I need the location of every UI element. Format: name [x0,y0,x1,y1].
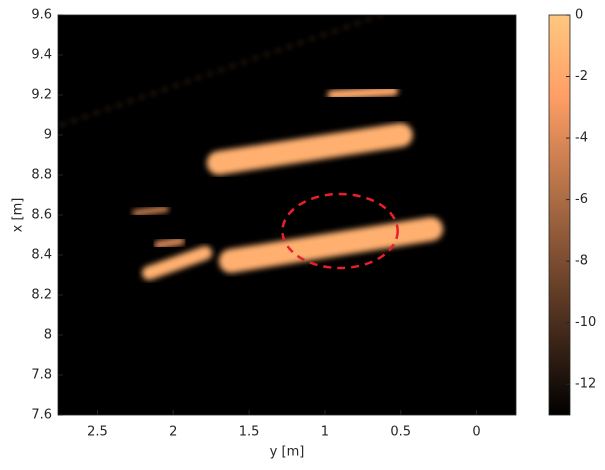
plot-area [58,15,516,415]
colorbar-tick-label: -10 [575,315,596,330]
y-tick-label: 9.6 [31,8,52,23]
heat-blob [60,15,383,126]
colorbar-tick-label: -12 [575,377,596,392]
y-tick-label: 9 [44,128,52,143]
heat-blob [206,123,413,175]
plot-layer [60,15,500,280]
x-tick-label: 0.5 [390,425,411,440]
y-tick-label: 9.4 [31,48,52,63]
y-tick-label: 8 [44,328,52,343]
heat-blob [327,86,399,100]
y-tick-label: 8.8 [31,168,52,183]
annotation-ellipse [281,192,399,270]
y-tick-label: 9.2 [31,88,52,103]
y-tick-label: 7.6 [31,408,52,423]
colorbar-tick-label: -4 [575,131,588,146]
x-tick-label: 2 [169,425,177,440]
y-tick-label: 7.8 [31,368,52,383]
colorbar-tick-label: -2 [575,69,588,84]
x-tick-label: 0 [472,425,480,440]
x-axis-label: y [m] [270,445,305,460]
colorbar-tick-label: 0 [575,8,583,23]
x-tick-label: 2.5 [87,425,108,440]
y-tick-label: 8.4 [31,248,52,263]
colorbar-tick-label: -6 [575,192,588,207]
y-axis-label: x [m] [11,198,26,233]
y-tick-label: 8.2 [31,288,52,303]
y-tick-label: 8.6 [31,208,52,223]
x-tick-label: 1 [321,425,329,440]
x-tick-label: 1.5 [239,425,260,440]
heat-blob [132,206,169,216]
colorbar-tick-label: -8 [575,254,588,269]
heat-blob [154,237,185,249]
heat-blob [141,246,213,280]
colorbar [548,14,571,416]
